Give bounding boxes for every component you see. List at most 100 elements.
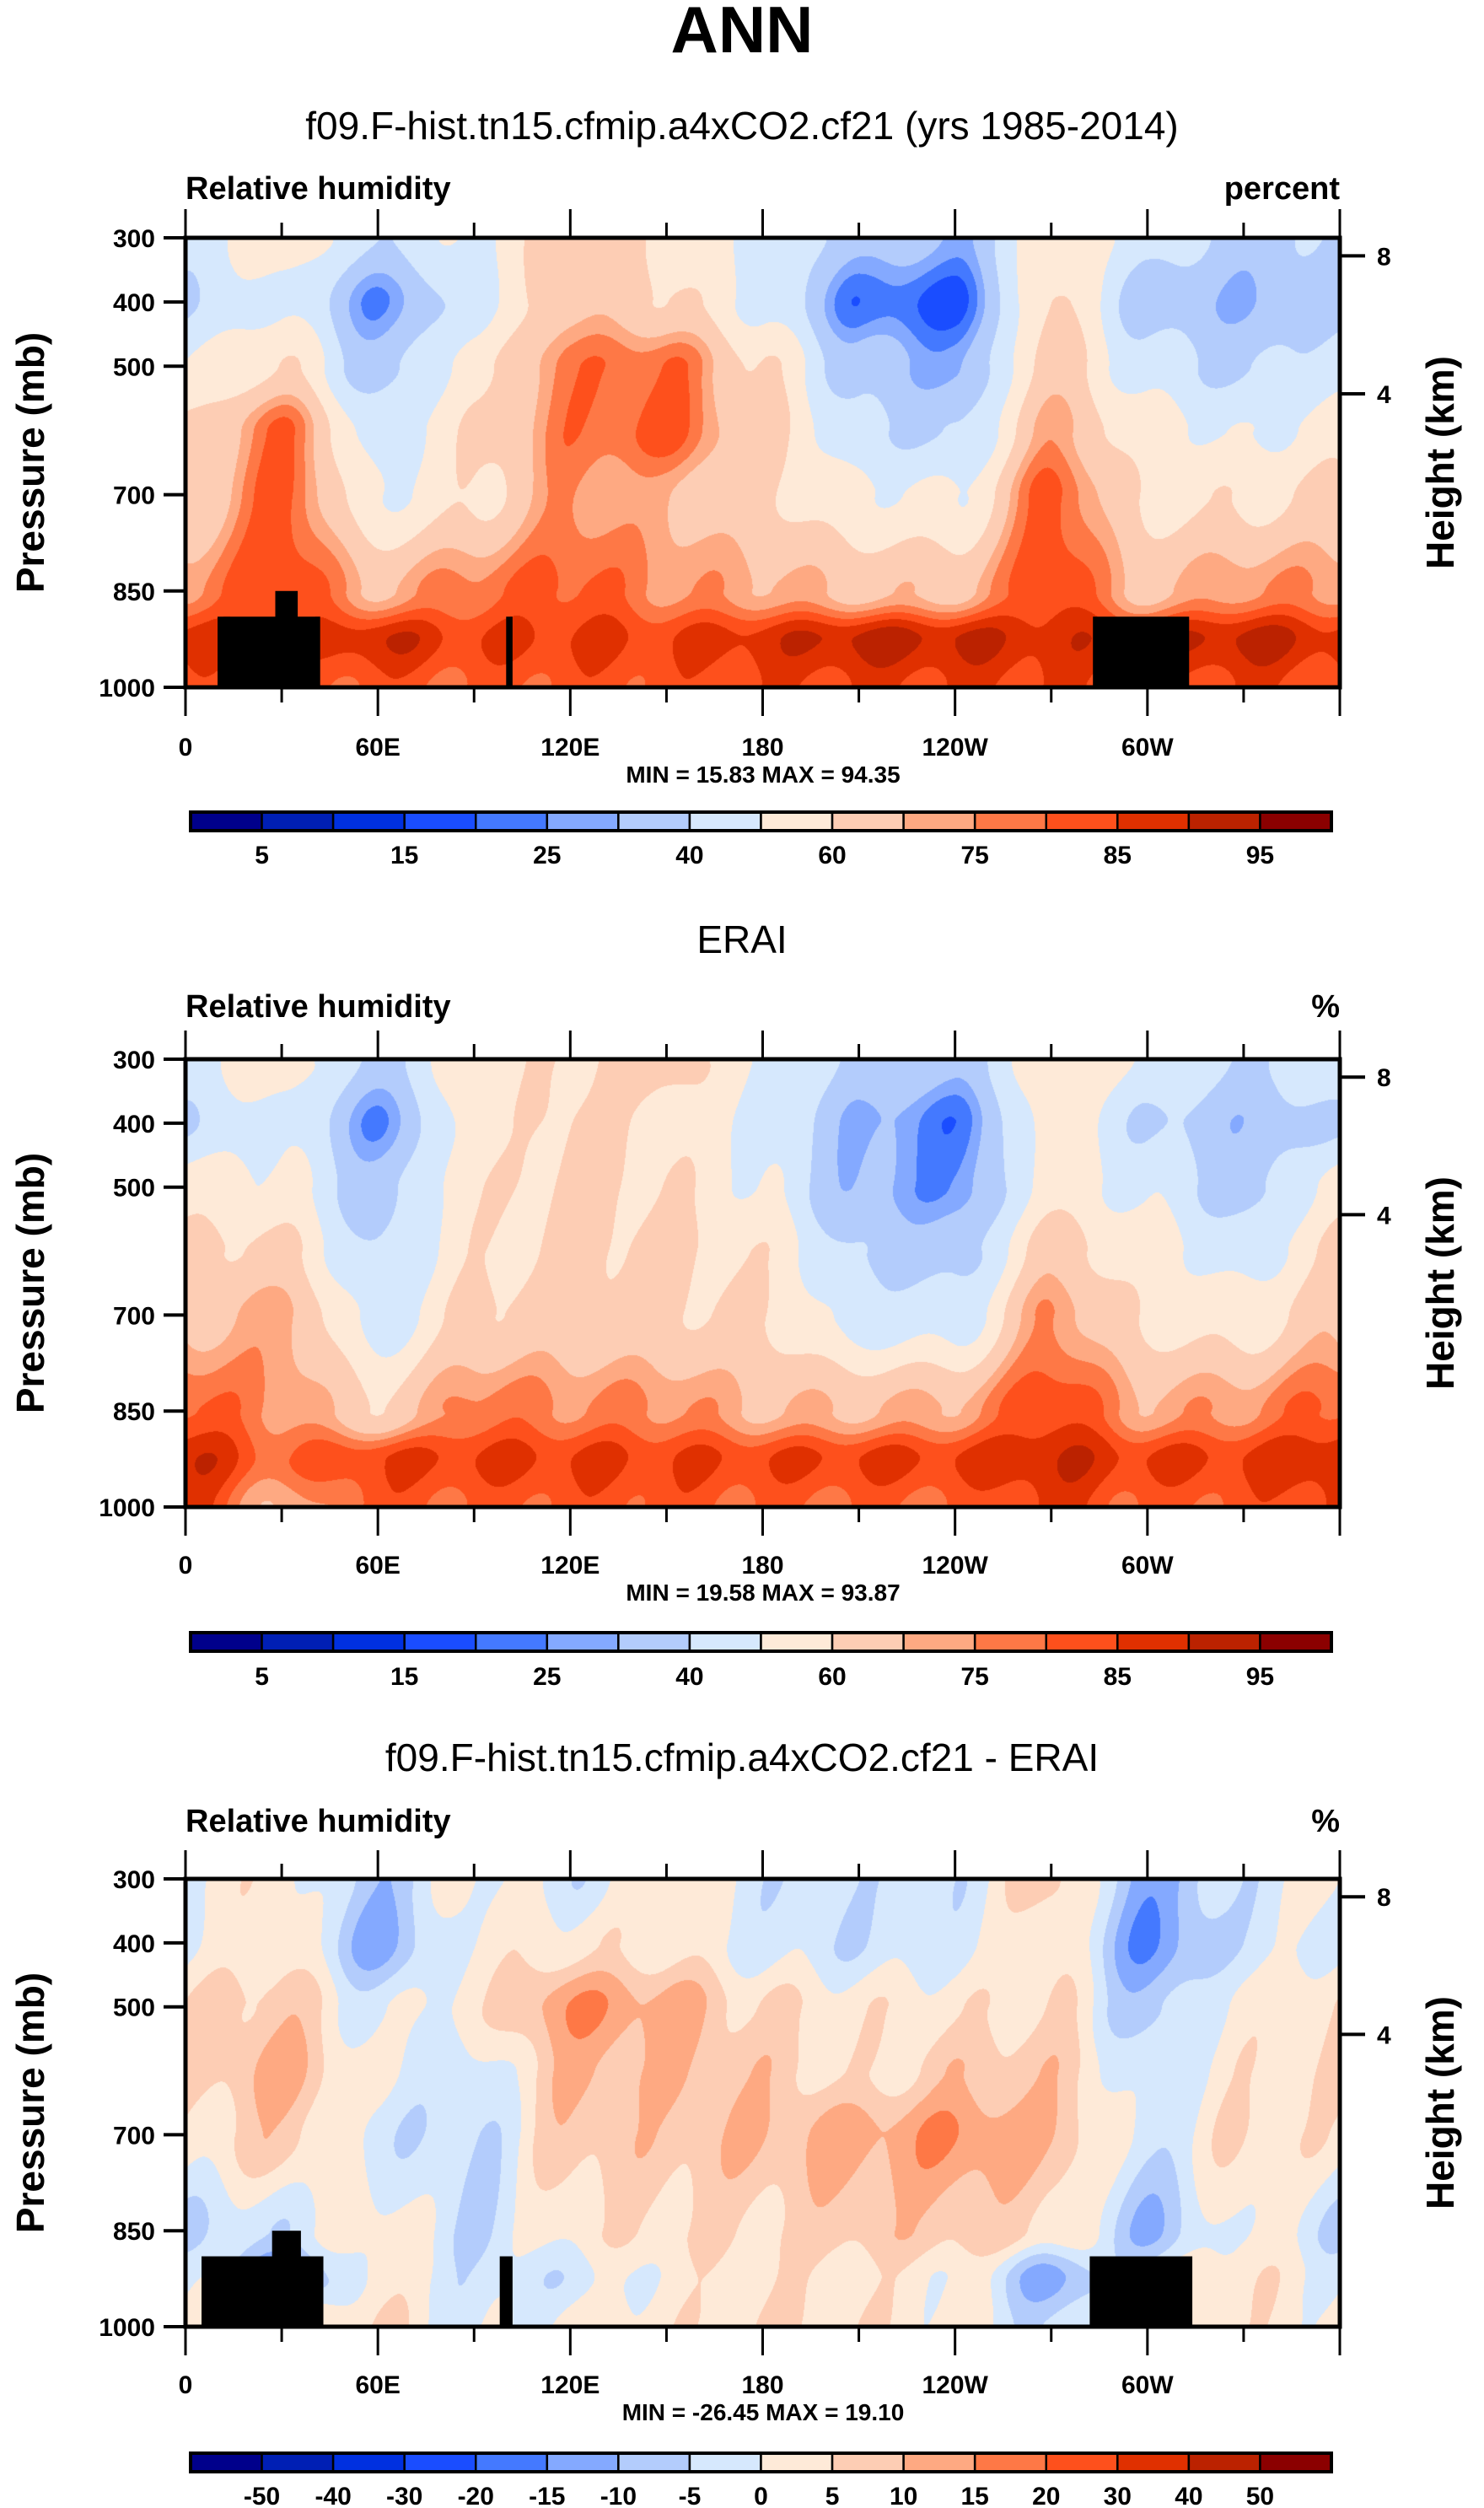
terrain-mask: [218, 616, 320, 687]
height-tick-label: 8: [1377, 1884, 1391, 1912]
x-tick-label: 0: [179, 1552, 193, 1580]
colorbar-label: 85: [1104, 842, 1132, 869]
x-tick-label: 180: [741, 1552, 783, 1580]
x-tick-label: 120W: [922, 2371, 988, 2399]
colorbar-label: 60: [818, 1663, 846, 1691]
colorbar-box: [1045, 810, 1119, 832]
colorbar-label: -30: [386, 2483, 422, 2508]
colorbar-box: [973, 2451, 1047, 2473]
colorbar-box: [261, 810, 335, 832]
colorbar-box: [1116, 2451, 1191, 2473]
colorbar-box: [1259, 2451, 1333, 2473]
panel-title: f09.F-hist.tn15.cfmip.a4xCO2.cf21 - ERAI: [385, 1736, 1099, 1779]
colorbar-box: [189, 2451, 263, 2473]
colorbar-label: 60: [818, 842, 846, 869]
x-tick-label: 120W: [922, 734, 988, 762]
x-tick-label: 60W: [1121, 734, 1174, 762]
terrain-mask: [1089, 2256, 1193, 2327]
colorbar-label: -10: [600, 2483, 637, 2508]
y-tick-label: 850: [113, 2218, 155, 2246]
contour-field-model: [186, 238, 1340, 687]
y-tick-label: 700: [113, 482, 155, 510]
colorbar-box: [331, 2451, 406, 2473]
plot-frame: [183, 1057, 1342, 1510]
colorbar-label: 15: [961, 2483, 989, 2508]
colorbar-box: [760, 810, 834, 832]
y-tick-label: 1000: [99, 2314, 155, 2342]
min-max-text: MIN = 15.83 MAX = 94.35: [626, 762, 900, 788]
colorbar-box: [1187, 1631, 1261, 1653]
colorbar-label: 10: [890, 2483, 917, 2508]
x-tick-label: 180: [741, 2371, 783, 2399]
y-tick-label: 1000: [99, 1494, 155, 1522]
colorbar-label: 75: [961, 1663, 989, 1691]
variable-label: Relative humidity: [186, 989, 451, 1025]
contour-field-erai: [186, 1059, 1340, 1507]
y-tick-label: 500: [113, 1994, 155, 2022]
colorbar-label: 40: [675, 1663, 703, 1691]
colorbar-box: [688, 2451, 762, 2473]
y2-axis-title: Height (km): [1418, 1176, 1462, 1390]
y-tick-label: 500: [113, 353, 155, 381]
colorbar-box: [760, 2451, 834, 2473]
colorbar-box: [1116, 810, 1191, 832]
y-tick-label: 400: [113, 289, 155, 317]
colorbar-box: [831, 2451, 905, 2473]
height-tick-label: 8: [1377, 1064, 1391, 1092]
y-tick-label: 400: [113, 1111, 155, 1138]
x-tick-label: 120E: [540, 1552, 600, 1580]
colorbar-box: [403, 810, 477, 832]
colorbar-frame: [189, 2451, 1333, 2473]
terrain-mask: [272, 2231, 301, 2327]
y-tick-label: 700: [113, 1302, 155, 1330]
panel-title: ERAI: [696, 918, 787, 961]
panel-title: f09.F-hist.tn15.cfmip.a4xCO2.cf21 (yrs 1…: [305, 104, 1178, 148]
colorbar-box: [617, 2451, 691, 2473]
colorbar-box: [973, 810, 1047, 832]
colorbar-box: [261, 2451, 335, 2473]
colorbar-box: [1045, 1631, 1119, 1653]
colorbar-box: [546, 810, 620, 832]
terrain-mask: [275, 590, 298, 687]
colorbar-box: [475, 810, 549, 832]
colorbar-frame: [189, 1631, 1333, 1653]
colorbar-label: 40: [675, 842, 703, 869]
height-tick-label: 4: [1377, 381, 1391, 409]
colorbar-label: -50: [244, 2483, 280, 2508]
y-axis-title: Pressure (mb): [8, 1972, 52, 2233]
colorbar-frame: [189, 810, 1333, 832]
colorbar-box: [189, 810, 263, 832]
y-axis-title: Pressure (mb): [8, 1153, 52, 1413]
colorbar-box: [760, 1631, 834, 1653]
terrain-mask: [506, 616, 513, 687]
x-tick-label: 0: [179, 734, 193, 762]
colorbar-box: [475, 1631, 549, 1653]
colorbar-label: 5: [255, 842, 269, 869]
colorbar-label: 40: [1175, 2483, 1202, 2508]
x-tick-label: 60W: [1121, 2371, 1174, 2399]
colorbar-box: [1187, 2451, 1261, 2473]
colorbar-label: -40: [315, 2483, 351, 2508]
x-tick-label: 0: [179, 2371, 193, 2399]
units-label: %: [1311, 989, 1340, 1025]
terrain-mask: [202, 2256, 324, 2327]
colorbar-label: 95: [1246, 842, 1274, 869]
colorbar-label: 20: [1032, 2483, 1060, 2508]
colorbar-label: 50: [1246, 2483, 1274, 2508]
colorbar-box: [1116, 1631, 1191, 1653]
colorbar-label: 85: [1104, 1663, 1132, 1691]
height-tick-label: 8: [1377, 243, 1391, 271]
colorbar-box: [1259, 810, 1333, 832]
y-tick-label: 400: [113, 1930, 155, 1958]
colorbar-label: -5: [679, 2483, 702, 2508]
height-tick-label: 4: [1377, 2021, 1391, 2049]
height-tick-label: 4: [1377, 1202, 1391, 1230]
variable-label: Relative humidity: [186, 171, 451, 207]
contour-field-difference: [186, 1879, 1340, 2327]
colorbar-box: [403, 2451, 477, 2473]
colorbar-label: 0: [754, 2483, 768, 2508]
colorbar-box: [1045, 2451, 1119, 2473]
y-axis-title: Pressure (mb): [8, 332, 52, 593]
colorbar-label: 95: [1246, 1663, 1274, 1691]
colorbar-box: [688, 1631, 762, 1653]
